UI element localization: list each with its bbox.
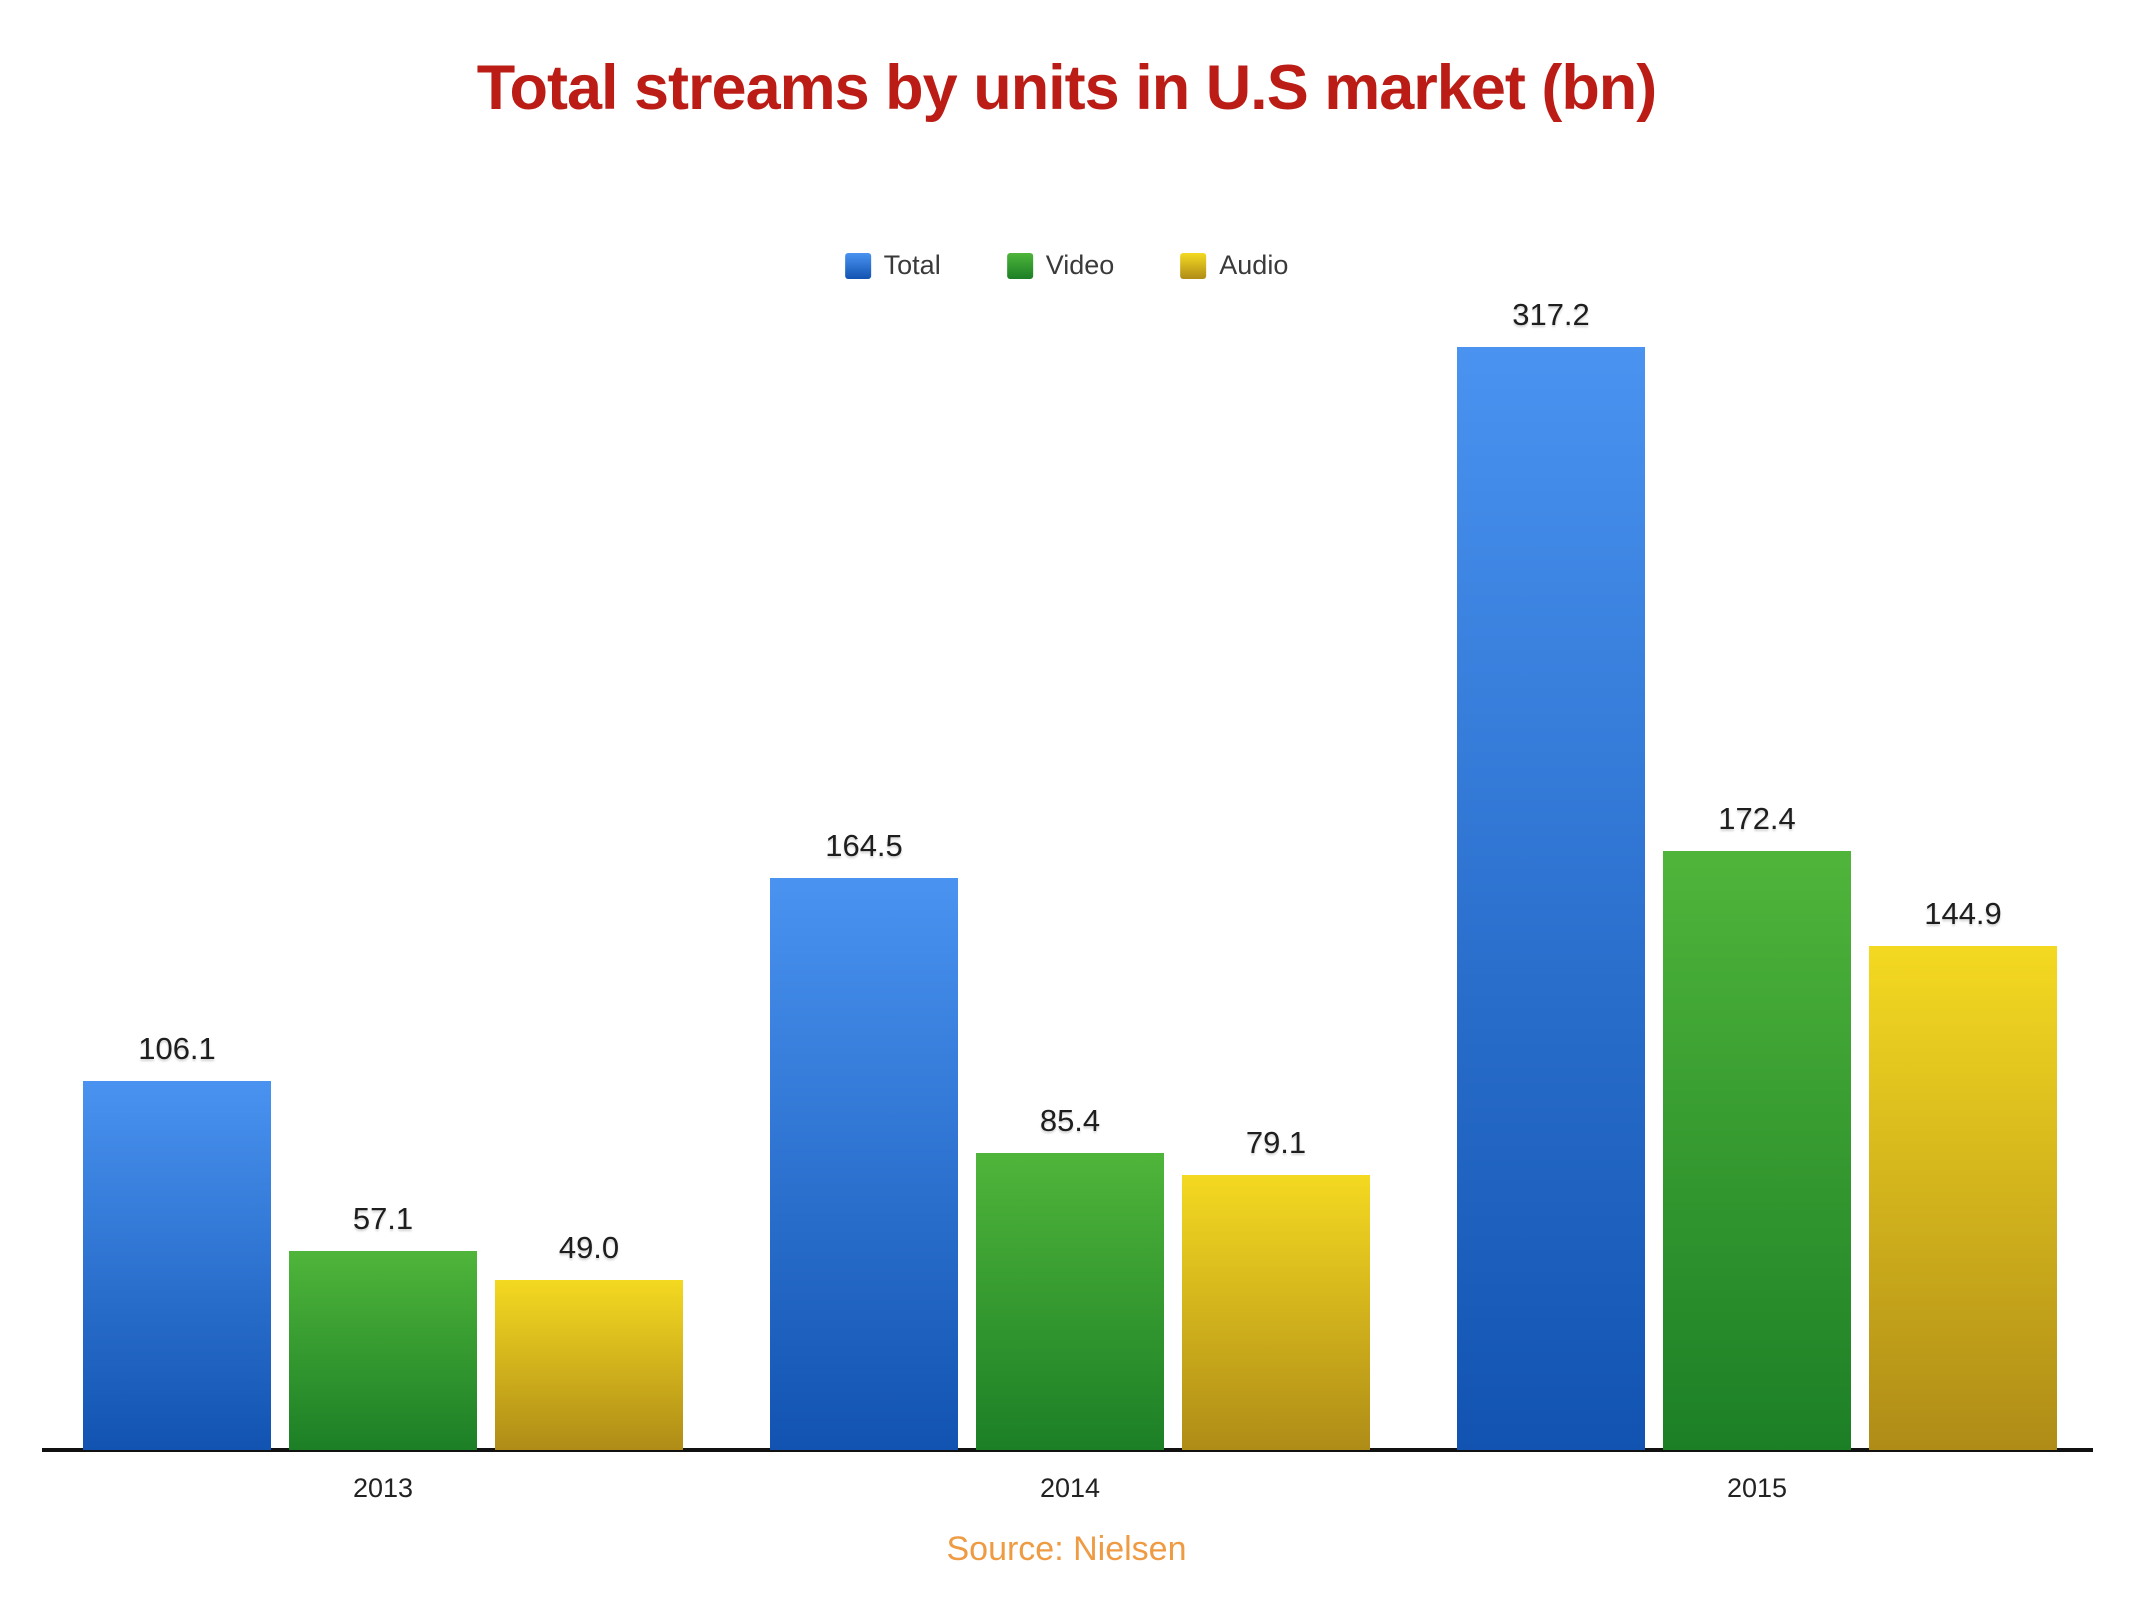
x-tick-2015: 2015 xyxy=(1726,1473,1788,1503)
legend-swatch-video xyxy=(1006,252,1033,279)
legend-item-total: Total xyxy=(844,250,941,281)
legend-swatch-total xyxy=(844,252,871,279)
bar-video-2015 xyxy=(1663,851,1851,1450)
legend-item-audio: Audio xyxy=(1180,250,1288,281)
bar-audio-2015 xyxy=(1869,946,2057,1450)
value-label-total-2013: 106.1 xyxy=(138,1031,216,1066)
bar-video-2013 xyxy=(289,1251,477,1450)
bar-audio-2013 xyxy=(495,1280,683,1450)
legend-item-video: Video xyxy=(1006,250,1115,281)
value-label-video-2013: 57.1 xyxy=(352,1201,414,1236)
value-label-total-2015: 317.2 xyxy=(1512,297,1590,332)
bar-total-2014 xyxy=(770,878,958,1450)
bar-total-2015 xyxy=(1457,347,1645,1450)
bar-total-2013 xyxy=(83,1081,271,1450)
legend-label-audio: Audio xyxy=(1219,250,1289,280)
bar-video-2014 xyxy=(976,1153,1164,1450)
value-label-video-2015: 172.4 xyxy=(1718,801,1796,836)
value-label-audio-2014: 79.1 xyxy=(1245,1125,1307,1160)
value-label-total-2014: 164.5 xyxy=(825,828,903,863)
value-label-video-2014: 85.4 xyxy=(1039,1103,1101,1138)
value-label-audio-2015: 144.9 xyxy=(1924,896,2002,931)
x-tick-2014: 2014 xyxy=(1039,1473,1101,1503)
x-axis-line xyxy=(42,1448,2093,1452)
legend: Total Video Audio xyxy=(844,250,1288,281)
legend-label-total: Total xyxy=(883,250,941,280)
x-tick-2013: 2013 xyxy=(352,1473,414,1503)
legend-swatch-audio xyxy=(1180,252,1207,279)
value-label-audio-2013: 49.0 xyxy=(558,1230,620,1265)
chart-title: Total streams by units in U.S market (bn… xyxy=(476,53,1658,123)
source-text: Source: Nielsen xyxy=(946,1530,1187,1568)
legend-label-video: Video xyxy=(1045,250,1115,280)
bar-audio-2014 xyxy=(1182,1175,1370,1450)
